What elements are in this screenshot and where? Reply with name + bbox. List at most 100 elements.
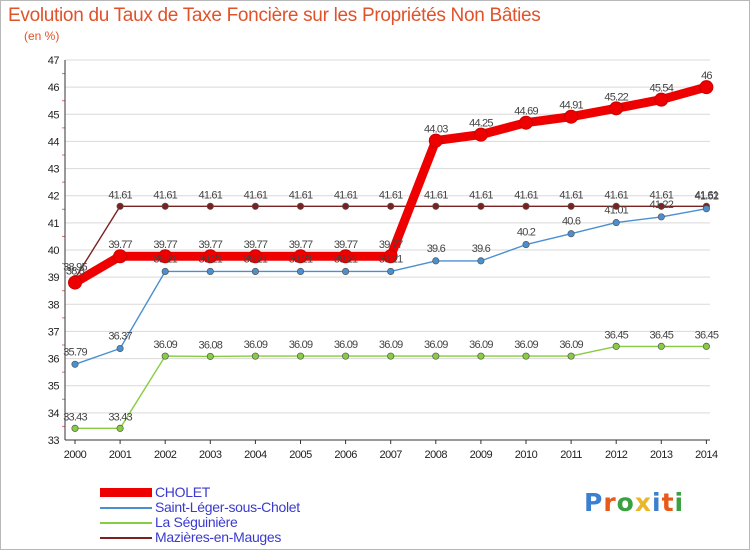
data-point (522, 202, 530, 210)
y-tick-label: 38 (48, 299, 60, 311)
data-label: 36.45 (604, 329, 628, 341)
line-chart: 33 34 35 36 37 38 39 40 41 42 43 44 45 46 47 2000 2001 20… (48, 55, 720, 461)
y-tick-label: 46 (48, 82, 60, 94)
data-point (519, 115, 533, 130)
data-point (657, 202, 665, 210)
x-tick-label: 2009 (470, 449, 493, 461)
data-label: 36.09 (153, 339, 177, 351)
y-tick-label: 41 (48, 218, 60, 230)
data-label: 45.22 (604, 91, 628, 103)
legend-label: La Séguinière (155, 514, 238, 530)
data-label: 39.21 (334, 253, 358, 265)
data-label: 41.61 (514, 189, 538, 201)
data-label: 39.77 (199, 239, 223, 251)
data-point (657, 342, 665, 350)
data-label: 41.22 (650, 199, 674, 211)
data-point (473, 127, 488, 142)
data-point (477, 202, 485, 210)
data-label: 33.43 (108, 411, 132, 423)
data-label: 44.03 (424, 124, 448, 136)
data-point (161, 352, 169, 360)
data-point (657, 213, 665, 221)
data-label: 39.21 (244, 253, 268, 265)
data-point (203, 249, 218, 264)
data-label: 41.61 (695, 189, 719, 201)
data-point (251, 352, 259, 360)
data-label: 36.09 (244, 339, 268, 351)
y-tick-label: 43 (48, 164, 60, 176)
data-label: 36.45 (695, 329, 719, 341)
data-label: 41.61 (379, 189, 403, 201)
data-point (68, 275, 82, 290)
data-label: 40.2 (517, 227, 536, 239)
data-label: 46 (701, 70, 712, 82)
x-tick-label: 2006 (334, 449, 357, 461)
data-label: 36.09 (379, 339, 403, 351)
data-label: 38.95 (63, 262, 87, 274)
data-label: 39.77 (334, 239, 358, 251)
data-point (248, 249, 263, 264)
data-label: 36.09 (289, 339, 313, 351)
data-label: 41.61 (469, 189, 493, 201)
axes: 33 34 35 36 37 38 39 40 41 42 43 44 45 46 47 2000 2001 20… (48, 55, 719, 461)
data-point (432, 202, 440, 210)
data-label: 39.77 (244, 239, 268, 251)
data-points (68, 80, 714, 432)
data-point (342, 352, 350, 360)
y-tick-label: 45 (48, 109, 60, 121)
data-label: 41.01 (604, 205, 628, 217)
data-point (564, 109, 579, 124)
legend-swatch (100, 507, 152, 509)
data-label: 36.09 (424, 339, 448, 351)
data-point (477, 257, 485, 265)
data-label: 44.91 (559, 100, 583, 112)
data-label: 40.6 (562, 216, 581, 228)
data-point (293, 249, 308, 264)
data-point (251, 202, 259, 210)
data-point (296, 267, 305, 275)
y-tick-label: 47 (48, 55, 60, 67)
y-tick-label: 39 (48, 272, 60, 284)
data-label: 38.8 (66, 266, 85, 278)
data-point (158, 249, 173, 264)
x-tick-label: 2001 (109, 449, 132, 461)
y-tick-label: 33 (48, 435, 60, 447)
data-point (387, 267, 395, 275)
data-point (522, 352, 530, 360)
data-point (702, 342, 710, 350)
data-point (251, 267, 259, 275)
data-labels: 38.95 41.61 41.61 41.61 41.61 41.61 41.61 41.61… (63, 70, 719, 423)
data-label: 41.61 (199, 189, 223, 201)
x-tick-label: 2004 (244, 449, 267, 461)
x-tick-label: 2007 (379, 449, 402, 461)
data-point (477, 352, 485, 360)
data-point (432, 352, 440, 360)
data-point (702, 205, 710, 213)
data-label: 41.52 (695, 191, 719, 203)
data-point (612, 219, 620, 227)
legend-label: CHOLET (155, 484, 210, 500)
data-label: 39.21 (379, 253, 403, 265)
data-point (206, 352, 214, 360)
data-point (71, 424, 79, 432)
y-tick-label: 35 (48, 381, 60, 393)
data-label: 33.43 (63, 411, 87, 423)
x-tick-label: 2005 (289, 449, 312, 461)
data-point (342, 267, 350, 275)
legend-swatch (100, 488, 152, 497)
data-point (387, 352, 395, 360)
data-label: 39.77 (108, 239, 132, 251)
data-label: 41.61 (650, 189, 674, 201)
data-label: 36.09 (514, 339, 538, 351)
x-tick-label: 2002 (154, 449, 177, 461)
data-label: 36.09 (559, 339, 583, 351)
data-label: 39.77 (289, 239, 313, 251)
data-label: 44.25 (469, 118, 493, 130)
data-label: 41.61 (244, 189, 268, 201)
x-tick-label: 2012 (605, 449, 628, 461)
data-point (116, 344, 124, 353)
x-tick-label: 2008 (425, 449, 448, 461)
data-label: 41.61 (334, 189, 358, 201)
y-tick-label: 42 (48, 191, 60, 203)
data-label: 39.77 (153, 239, 177, 251)
